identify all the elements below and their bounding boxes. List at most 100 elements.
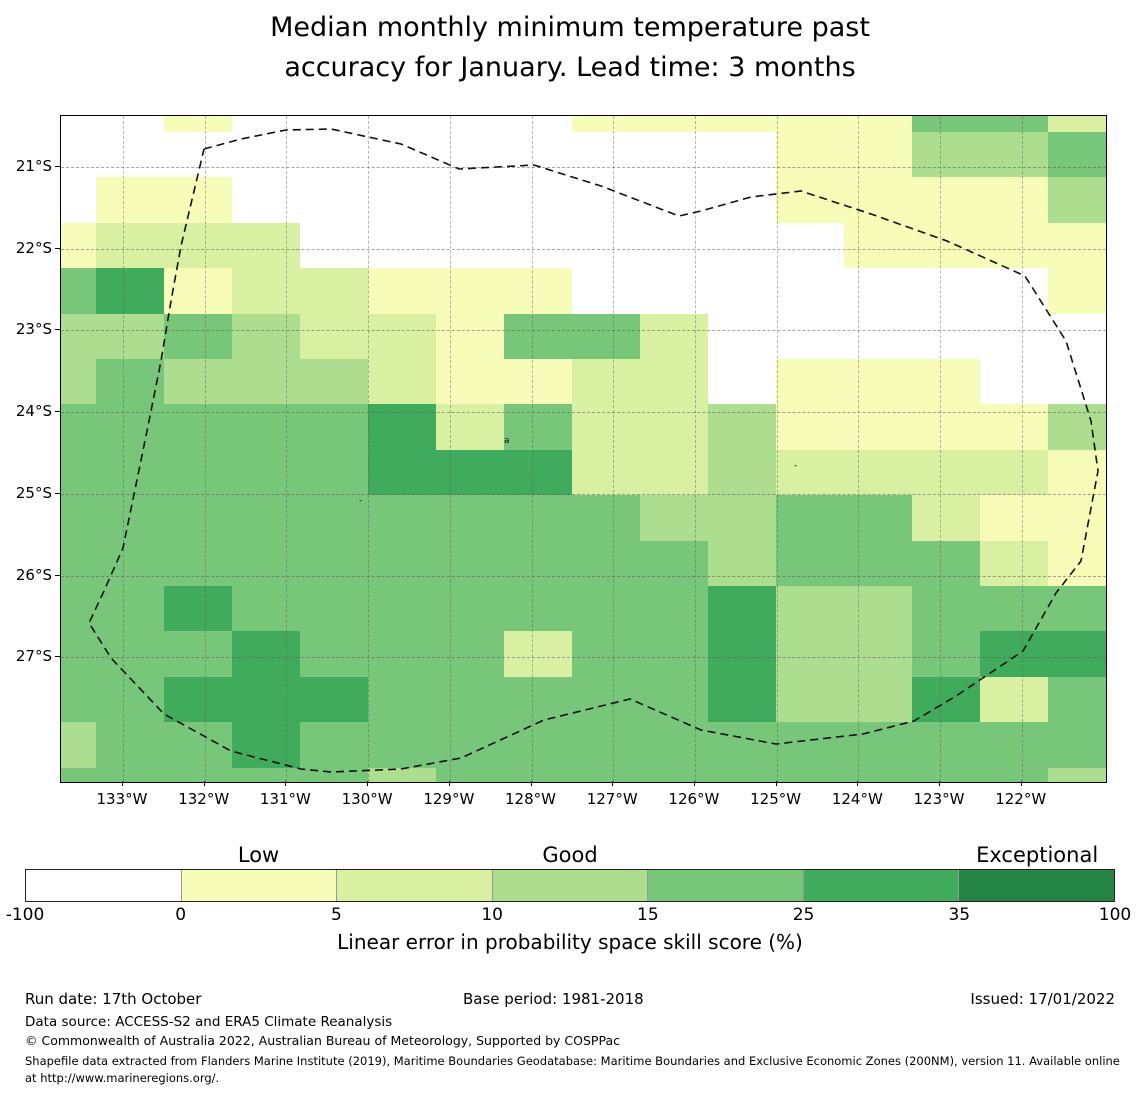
- heatmap-cell: [776, 177, 845, 223]
- base-period-label: Base period: 1981-2018: [463, 990, 644, 1008]
- heatmap-cell: [1048, 676, 1106, 723]
- heatmap-cell: [708, 676, 777, 723]
- heatmap-cell: [96, 268, 165, 314]
- horizontal-gridline: [61, 248, 1106, 250]
- heatmap-cell: [980, 116, 1049, 132]
- heatmap-cell: [640, 495, 709, 541]
- heatmap-cell: [504, 631, 573, 677]
- heatmap-cell: [776, 767, 845, 782]
- colorbar-tick-value: 0: [175, 905, 187, 925]
- x-axis-tick-label: 130°W: [341, 790, 393, 808]
- heatmap-cell: [96, 540, 165, 586]
- heatmap-cell: [912, 359, 981, 405]
- heatmap-cell: [912, 767, 981, 782]
- heatmap-cell: [980, 722, 1049, 768]
- heatmap-cell: [232, 722, 301, 768]
- heatmap-cell: [572, 767, 641, 782]
- heatmap-cell: [708, 722, 777, 768]
- heatmap-cell: [164, 177, 233, 223]
- heatmap-cell: [708, 540, 777, 586]
- heatmap-cell: [844, 449, 913, 496]
- heatmap-cell: [708, 116, 777, 132]
- horizontal-gridline: [61, 493, 1106, 495]
- x-axis-tick-label: 124°W: [831, 790, 883, 808]
- heatmap-cell: [572, 586, 641, 632]
- heatmap-cell: [1048, 631, 1106, 677]
- x-axis-tick-mark: [612, 781, 614, 786]
- heatmap-cell: [164, 767, 233, 782]
- colorbar-segment: [959, 870, 1115, 901]
- heatmap-cell: [61, 722, 97, 768]
- heatmap-cell: [1048, 722, 1106, 768]
- heatmap-cell: [1048, 268, 1106, 314]
- heatmap-cell: [164, 495, 233, 541]
- x-axis-tick-label: 128°W: [505, 790, 556, 808]
- heatmap-cell: [96, 177, 165, 223]
- heatmap-cell: [1048, 222, 1106, 269]
- heatmap-cell: [300, 722, 369, 768]
- stray-mark: -: [359, 496, 363, 506]
- heatmap-cell: [300, 540, 369, 586]
- heatmap-cell: [912, 116, 981, 132]
- heatmap-cell: [164, 722, 233, 768]
- heatmap-cell: [776, 586, 845, 632]
- heatmap-cell: [96, 767, 165, 782]
- heatmap-cell: [504, 268, 573, 314]
- horizontal-gridline: [61, 657, 1106, 659]
- vertical-gridline: [204, 116, 206, 782]
- heatmap-cell: [640, 767, 709, 782]
- heatmap-cell: [436, 495, 505, 541]
- heatmap-cell: [300, 676, 369, 723]
- heatmap-cell: [980, 676, 1049, 723]
- heatmap-cell: [844, 767, 913, 782]
- heatmap-cell: [368, 359, 437, 405]
- vertical-gridline: [940, 116, 941, 782]
- heatmap-cell: [1048, 540, 1106, 586]
- heatmap-cell: [232, 586, 301, 632]
- heatmap-cell: [912, 222, 981, 269]
- colorbar-tick-value: -100: [5, 905, 45, 925]
- heatmap-cell: [776, 495, 845, 541]
- colorbar-category-label: Exceptional: [976, 843, 1099, 867]
- heatmap-cell: [708, 631, 777, 677]
- heatmap-cell: [844, 631, 913, 677]
- heatmap-cell: [980, 767, 1049, 782]
- heatmap-cell: [61, 222, 97, 269]
- heatmap-cell: [232, 359, 301, 405]
- colorbar-caption: Linear error in probability space skill …: [337, 930, 803, 954]
- heatmap-cell: [61, 449, 97, 496]
- heatmap-cell: [572, 676, 641, 723]
- heatmap-cell: [96, 676, 165, 723]
- heatmap-cell: [776, 676, 845, 723]
- heatmap-cell: [980, 132, 1049, 178]
- colorbar-segment: [337, 870, 493, 901]
- heatmap-cell: [164, 359, 233, 405]
- heatmap-cell: [300, 631, 369, 677]
- colorbar-segment: [181, 870, 338, 901]
- heatmap-cell: [232, 268, 301, 314]
- y-axis-tick-mark: [55, 329, 60, 331]
- vertical-gridline: [694, 116, 696, 782]
- y-axis-tick-mark: [55, 247, 60, 249]
- heatmap-cell: [368, 495, 437, 541]
- data-source-label: Data source: ACCESS-S2 and ERA5 Climate …: [25, 1014, 393, 1030]
- heatmap-cell: [912, 495, 981, 541]
- heatmap-cell: [368, 631, 437, 677]
- heatmap-cell: [300, 767, 369, 782]
- x-axis-tick-mark: [367, 781, 369, 786]
- heatmap-cell: [61, 586, 97, 632]
- heatmap-cell: [776, 722, 845, 768]
- heatmap-cell: [1048, 449, 1106, 496]
- heatmap-cell: [232, 540, 301, 586]
- heatmap-cell: [708, 449, 777, 496]
- heatmap-cell: [844, 722, 913, 768]
- heatmap-cell: [1048, 495, 1106, 541]
- heatmap-cell: [980, 222, 1049, 269]
- heatmap-cell: [164, 116, 233, 132]
- x-axis-tick-mark: [122, 781, 123, 786]
- heatmap-cell: [368, 767, 437, 782]
- heatmap-cell: [844, 222, 913, 269]
- heatmap-cell: [912, 676, 981, 723]
- heatmap-cell: [61, 268, 97, 314]
